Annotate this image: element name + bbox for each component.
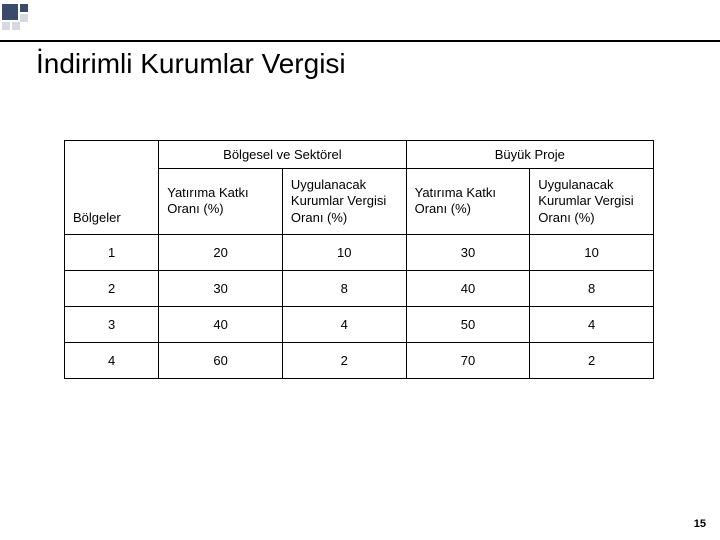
value-cell: 8 [530, 270, 654, 306]
value-cell: 60 [159, 342, 283, 378]
value-cell: 20 [159, 234, 283, 270]
deco-square [20, 14, 28, 22]
sub-header: Uygulanacak Kurumlar Vergisi Oranı (%) [530, 169, 654, 235]
group-header-regional: Bölgesel ve Sektörel [159, 141, 406, 169]
value-cell: 10 [530, 234, 654, 270]
value-cell: 50 [406, 306, 530, 342]
sub-header: Uygulanacak Kurumlar Vergisi Oranı (%) [282, 169, 406, 235]
value-cell: 2 [530, 342, 654, 378]
value-cell: 30 [159, 270, 283, 306]
value-cell: 4 [530, 306, 654, 342]
region-cell: 1 [65, 234, 159, 270]
deco-square [20, 4, 28, 12]
group-header-large: Büyük Proje [406, 141, 653, 169]
row-header-label: Bölgeler [65, 141, 159, 235]
sub-header: Yatırıma Katkı Oranı (%) [406, 169, 530, 235]
table-row: 4602702 [65, 342, 654, 378]
region-cell: 3 [65, 306, 159, 342]
table-row: 3404504 [65, 306, 654, 342]
value-cell: 70 [406, 342, 530, 378]
deco-square [2, 22, 10, 30]
deco-square [2, 4, 18, 20]
table-row: 2308408 [65, 270, 654, 306]
tax-table: Bölgeler Bölgesel ve Sektörel Büyük Proj… [64, 140, 654, 379]
value-cell: 40 [159, 306, 283, 342]
top-rule [0, 40, 720, 42]
value-cell: 2 [282, 342, 406, 378]
region-cell: 4 [65, 342, 159, 378]
value-cell: 30 [406, 234, 530, 270]
value-cell: 40 [406, 270, 530, 306]
table-row: 120103010 [65, 234, 654, 270]
table-group-header-row: Bölgeler Bölgesel ve Sektörel Büyük Proj… [65, 141, 654, 169]
region-cell: 2 [65, 270, 159, 306]
value-cell: 10 [282, 234, 406, 270]
page-number: 15 [694, 518, 706, 530]
value-cell: 4 [282, 306, 406, 342]
sub-header: Yatırıma Katkı Oranı (%) [159, 169, 283, 235]
value-cell: 8 [282, 270, 406, 306]
slide-title: İndirimli Kurumlar Vergisi [36, 48, 346, 80]
deco-square [12, 22, 20, 30]
